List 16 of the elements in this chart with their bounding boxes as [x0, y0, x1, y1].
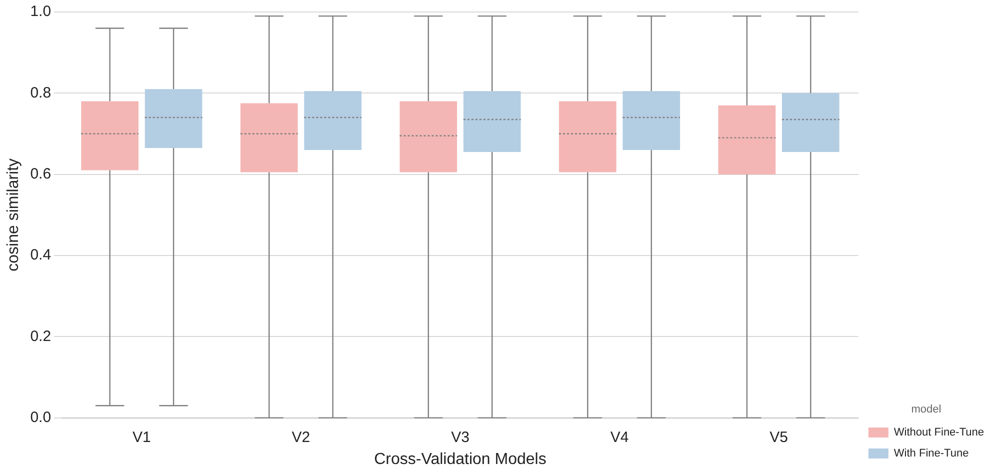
x-tick-label: V1: [132, 428, 151, 446]
y-tick-label: 0.6: [30, 165, 52, 182]
x-tick-label: V2: [292, 428, 310, 446]
x-tick-label: V4: [610, 428, 629, 446]
x-tick-label: V5: [770, 428, 788, 446]
y-tick-label: 0.8: [30, 84, 52, 102]
legend-title: model: [911, 403, 942, 416]
legend-label: Without Fine-Tune: [894, 426, 984, 439]
y-tick-label: 0.4: [30, 246, 52, 264]
legend-label: With Fine-Tune: [894, 448, 969, 460]
y-tick-label: 1.0: [30, 3, 52, 20]
x-tick-label: V3: [451, 428, 470, 446]
y-tick-label: 0.0: [30, 408, 52, 426]
x-axis-title: Cross-Validation Models: [374, 450, 546, 468]
y-axis-title: cosine similarity: [5, 158, 22, 272]
y-tick-label: 0.2: [30, 328, 52, 345]
